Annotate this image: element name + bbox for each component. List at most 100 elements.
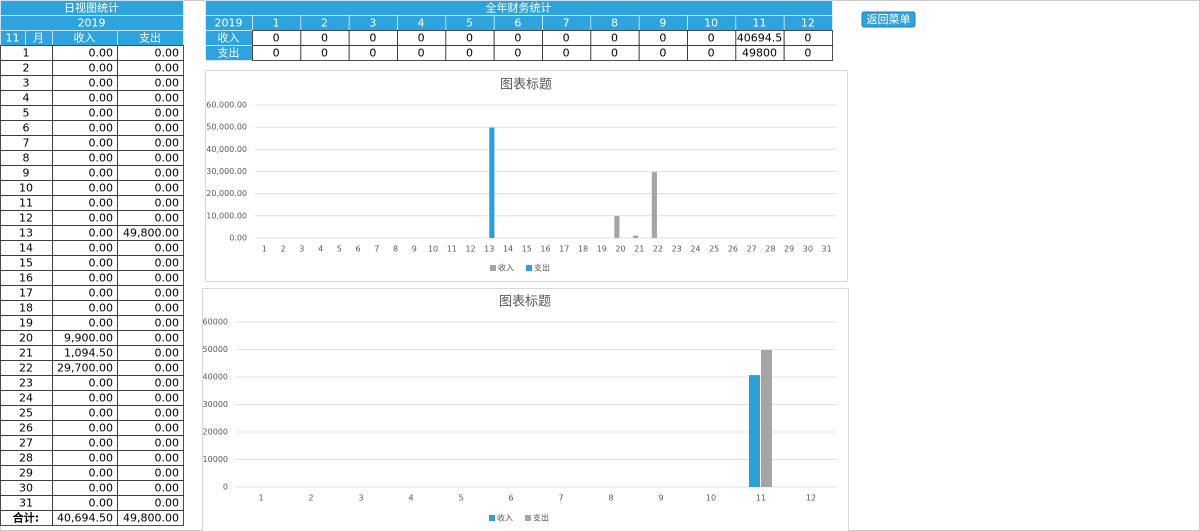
x-tick-label: 20 [615,245,625,254]
x-tick-label: 4 [318,245,323,254]
cell-text: 18 [19,302,33,315]
cell-text: 0.00 [155,77,180,90]
legend-swatch [490,265,496,271]
header-text: 1 [273,17,280,30]
cell-text: 0.00 [89,107,114,120]
cell-text: 0 [273,32,280,45]
cell-text: 14 [19,242,33,255]
header-text: 日视图统计 [64,1,119,15]
cell-text: 0.00 [89,122,114,135]
x-tick-label: 18 [578,245,588,254]
y-tick-label: 10,000.00 [206,211,247,220]
header-text: 9 [659,17,666,30]
cell-text: 0 [611,47,618,60]
header-text: 2019 [215,17,243,30]
x-tick-label: 10 [428,245,438,254]
cell-text: 4 [23,92,30,105]
x-tick-label: 3 [358,494,363,503]
legend-swatch [525,515,531,521]
header-text: 2 [321,17,328,30]
menu-button-label[interactable]: 返回菜单 [867,13,911,26]
x-tick-label: 26 [728,245,738,254]
cell-text: 22 [19,362,33,375]
cell-text: 0.00 [155,317,180,330]
header-text: 11 [753,17,767,30]
cell-text: 0.00 [155,47,180,60]
header-text: 12 [801,17,815,30]
cell-text: 0.00 [155,467,180,480]
cell-text: 9 [23,167,30,180]
cell-text: 29,700.00 [57,362,113,375]
cell-text: 26 [19,422,33,435]
cell-text: 0.00 [89,137,114,150]
cell-text: 0.00 [89,482,114,495]
cell-text: 0.00 [155,122,180,135]
x-tick-label: 31 [822,245,832,254]
menu-button[interactable] [861,11,916,28]
header-text: 2019 [78,17,106,30]
cell-text: 0.00 [155,302,180,315]
bar [614,216,620,238]
cell-text: 7 [23,137,30,150]
x-tick-label: 23 [672,245,682,254]
cell-text: 19 [19,317,33,330]
cell-text: 21 [19,347,33,360]
cell-text: 25 [19,407,33,420]
y-tick-label: 0 [223,483,228,492]
x-tick-label: 12 [465,245,475,254]
cell-text: 0 [418,32,425,45]
header-text: 4 [418,17,425,30]
cell-text: 6 [23,122,30,135]
x-tick-label: 6 [356,245,361,254]
cell-text: 0 [611,32,618,45]
y-tick-label: 30000 [203,400,228,409]
header-text: 全年财务统计 [486,1,552,15]
cell-text: 0.00 [155,422,180,435]
header-text: 月 [33,32,44,45]
cell-text: 0.00 [155,392,180,405]
legend-swatch [526,265,532,271]
cell-text: 0 [273,47,280,60]
x-tick-label: 13 [484,245,494,254]
cell-text: 0.00 [155,482,180,495]
legend-label: 支出 [533,513,549,523]
cell-text: 49800 [742,47,777,60]
cell-text: 0.00 [155,272,180,285]
cell-text: 0 [321,32,328,45]
cell-text: 0.00 [89,212,114,225]
header-text: 收入 [218,31,240,45]
x-tick-label: 6 [508,494,513,503]
cell-text: 0.00 [155,92,180,105]
cell-text: 0.00 [155,332,180,345]
cell-text: 0 [369,47,376,60]
cell-text: 0.00 [155,407,180,420]
cell-text: 0 [659,47,666,60]
cell-text: 0.00 [89,77,114,90]
cell-text: 0 [514,47,521,60]
x-tick-label: 1 [262,245,267,254]
cell-text: 0.00 [155,347,180,360]
y-tick-label: 40000 [203,373,228,382]
bar [749,375,760,487]
cell-text: 0.00 [155,212,180,225]
cell-text: 0 [708,32,715,45]
x-tick-label: 9 [412,245,417,254]
header-text: 11 [6,32,20,45]
cell-text: 0 [804,47,811,60]
cell-text: 0 [514,32,521,45]
x-tick-label: 22 [653,245,663,254]
cell-text: 0 [563,32,570,45]
x-tick-label: 16 [540,245,550,254]
bar [761,350,772,487]
legend-swatch [489,515,495,521]
cell-text: 0.00 [155,437,180,450]
header-text: 7 [563,17,570,30]
header-text: 6 [514,17,521,30]
cell-text: 0.00 [89,227,114,240]
bar [489,127,495,238]
cell-text: 9,900.00 [64,332,113,345]
x-tick-label: 21 [634,245,644,254]
legend-label: 支出 [534,263,550,273]
header-text: 8 [611,17,618,30]
legend-label: 收入 [498,263,514,273]
